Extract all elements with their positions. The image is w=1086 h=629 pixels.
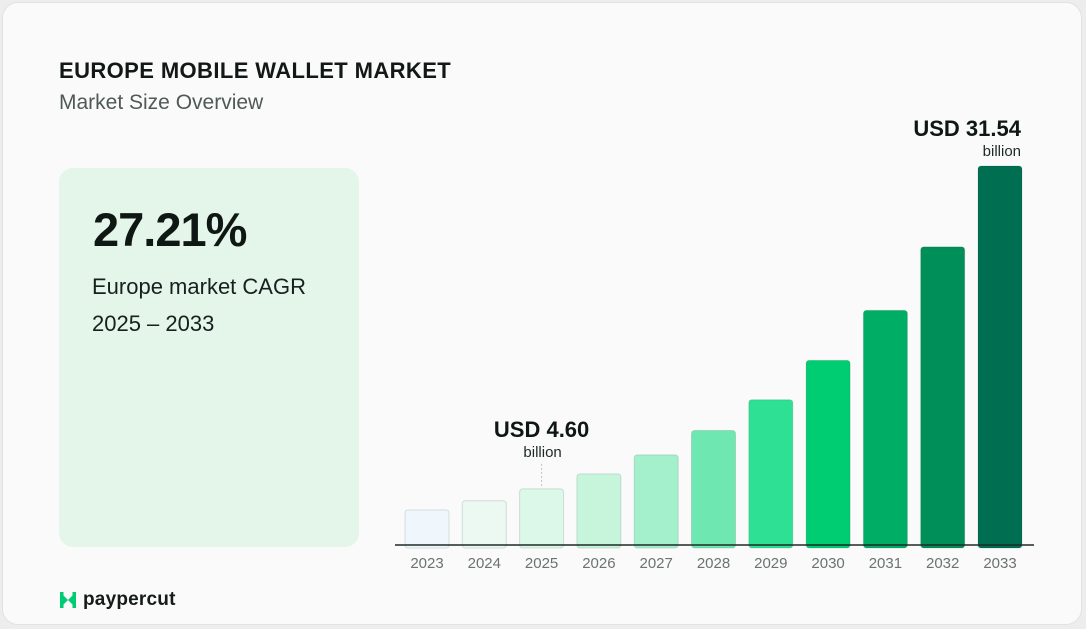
bar-2026 (576, 473, 622, 549)
paypercut-logo-icon (60, 592, 76, 608)
cagr-panel: 27.21% Europe market CAGR 2025 – 2033 (59, 168, 359, 547)
bar-2024 (461, 500, 507, 549)
market-size-bar-chart: 2023 2024 2025 2026 2027 2028 2029 2030 2031 2032… (395, 116, 1034, 572)
x-tick-label-2023: 2023 (410, 555, 443, 572)
x-tick-label-2033: 2033 (983, 555, 1016, 572)
x-tick-label-2026: 2026 (582, 555, 615, 572)
value-label-2025: USD 4.60 (494, 417, 589, 442)
cagr-period: 2025 – 2033 (92, 311, 215, 336)
chart-title: EUROPE MOBILE WALLET MARKET (59, 58, 452, 83)
bar-2031 (862, 309, 908, 549)
bar-2032 (920, 246, 966, 549)
brand-name: paypercut (83, 589, 176, 610)
x-tick-label-2027: 2027 (640, 555, 673, 572)
bar-2023 (404, 509, 450, 549)
cagr-value: 27.21% (93, 203, 247, 256)
x-tick-label-2030: 2030 (811, 555, 844, 572)
x-tick-label-2031: 2031 (869, 555, 902, 572)
x-tick-label-2032: 2032 (926, 555, 959, 572)
brand-logo: paypercut (59, 588, 176, 612)
bar-2029 (748, 399, 794, 549)
bar-2033 (977, 165, 1023, 549)
value-label-2033: USD 31.54 (913, 116, 1021, 141)
x-tick-label-2029: 2029 (754, 555, 787, 572)
cagr-label-line1: Europe market CAGR (92, 274, 306, 299)
bar-2030 (805, 359, 851, 549)
x-tick-label-2028: 2028 (697, 555, 730, 572)
unit-label-2033: billion (983, 143, 1021, 160)
unit-label-2025: billion (523, 444, 561, 461)
bar-2028 (691, 430, 736, 549)
x-tick-label-2024: 2024 (468, 555, 501, 572)
bar-2025 (519, 488, 565, 549)
bar-2027 (633, 454, 679, 549)
chart-subtitle: Market Size Overview (59, 91, 264, 114)
cagr-label: Europe market CAGR 2025 – 2033 (92, 268, 306, 342)
x-tick-label-2025: 2025 (525, 555, 558, 572)
